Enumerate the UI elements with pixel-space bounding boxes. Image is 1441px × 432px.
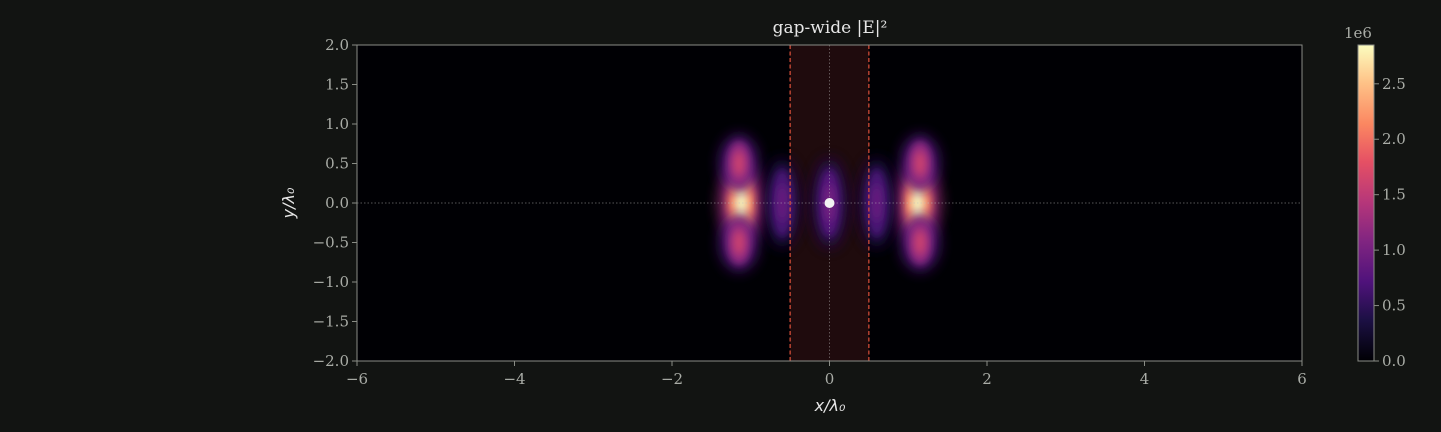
colorbar-tick-label: 1.0 <box>1382 241 1406 259</box>
y-tick-label: −2.0 <box>313 352 349 370</box>
x-tick-label: −4 <box>503 370 525 388</box>
colorbar-tick-label: 0.0 <box>1382 352 1406 370</box>
colorbar-tick-label: 2.5 <box>1382 75 1406 93</box>
x-tick-label: 6 <box>1297 370 1307 388</box>
y-tick-label: 1.5 <box>325 76 349 94</box>
y-tick-label: −1.5 <box>313 313 349 331</box>
y-tick-label: 2.0 <box>325 36 349 54</box>
colorbar <box>1357 44 1375 362</box>
hotspot <box>719 134 759 193</box>
x-axis-ticks: −6 −4 −2 0 2 4 6 <box>346 361 1307 388</box>
y-tick-label: 1.0 <box>325 115 349 133</box>
colorbar-tick-label: 0.5 <box>1382 297 1406 315</box>
overlay-layer <box>357 45 1302 361</box>
colorbar-tick-label: 2.0 <box>1382 130 1406 148</box>
chart-title: gap-wide |E|² <box>773 18 888 38</box>
x-tick-label: 4 <box>1140 370 1150 388</box>
y-tick-label: −0.5 <box>313 234 349 252</box>
x-tick-label: 0 <box>825 370 835 388</box>
hotspot <box>719 213 759 272</box>
y-tick-label: 0.5 <box>325 155 349 173</box>
hotspot <box>900 213 940 272</box>
hotspot <box>764 158 800 248</box>
y-axis-label: y/λ₀ <box>279 187 298 219</box>
source-point <box>824 198 835 208</box>
colorbar-ticks: 0.0 0.5 1.0 1.5 2.0 2.5 <box>1374 75 1406 370</box>
y-axis-ticks: 2.0 1.5 1.0 0.5 0.0 −0.5 −1.0 −1.5 −2.0 <box>313 36 357 370</box>
hotspot <box>859 158 895 248</box>
colorbar-multiplier: 1e6 <box>1344 24 1372 42</box>
x-axis-label: x/λ₀ <box>814 396 846 415</box>
x-tick-label: −6 <box>346 370 368 388</box>
x-tick-label: −2 <box>661 370 683 388</box>
colorbar-tick-label: 1.5 <box>1382 186 1406 204</box>
y-tick-label: 0.0 <box>325 194 349 212</box>
hotspot <box>900 134 940 193</box>
x-tick-label: 2 <box>982 370 992 388</box>
y-tick-label: −1.0 <box>313 273 349 291</box>
